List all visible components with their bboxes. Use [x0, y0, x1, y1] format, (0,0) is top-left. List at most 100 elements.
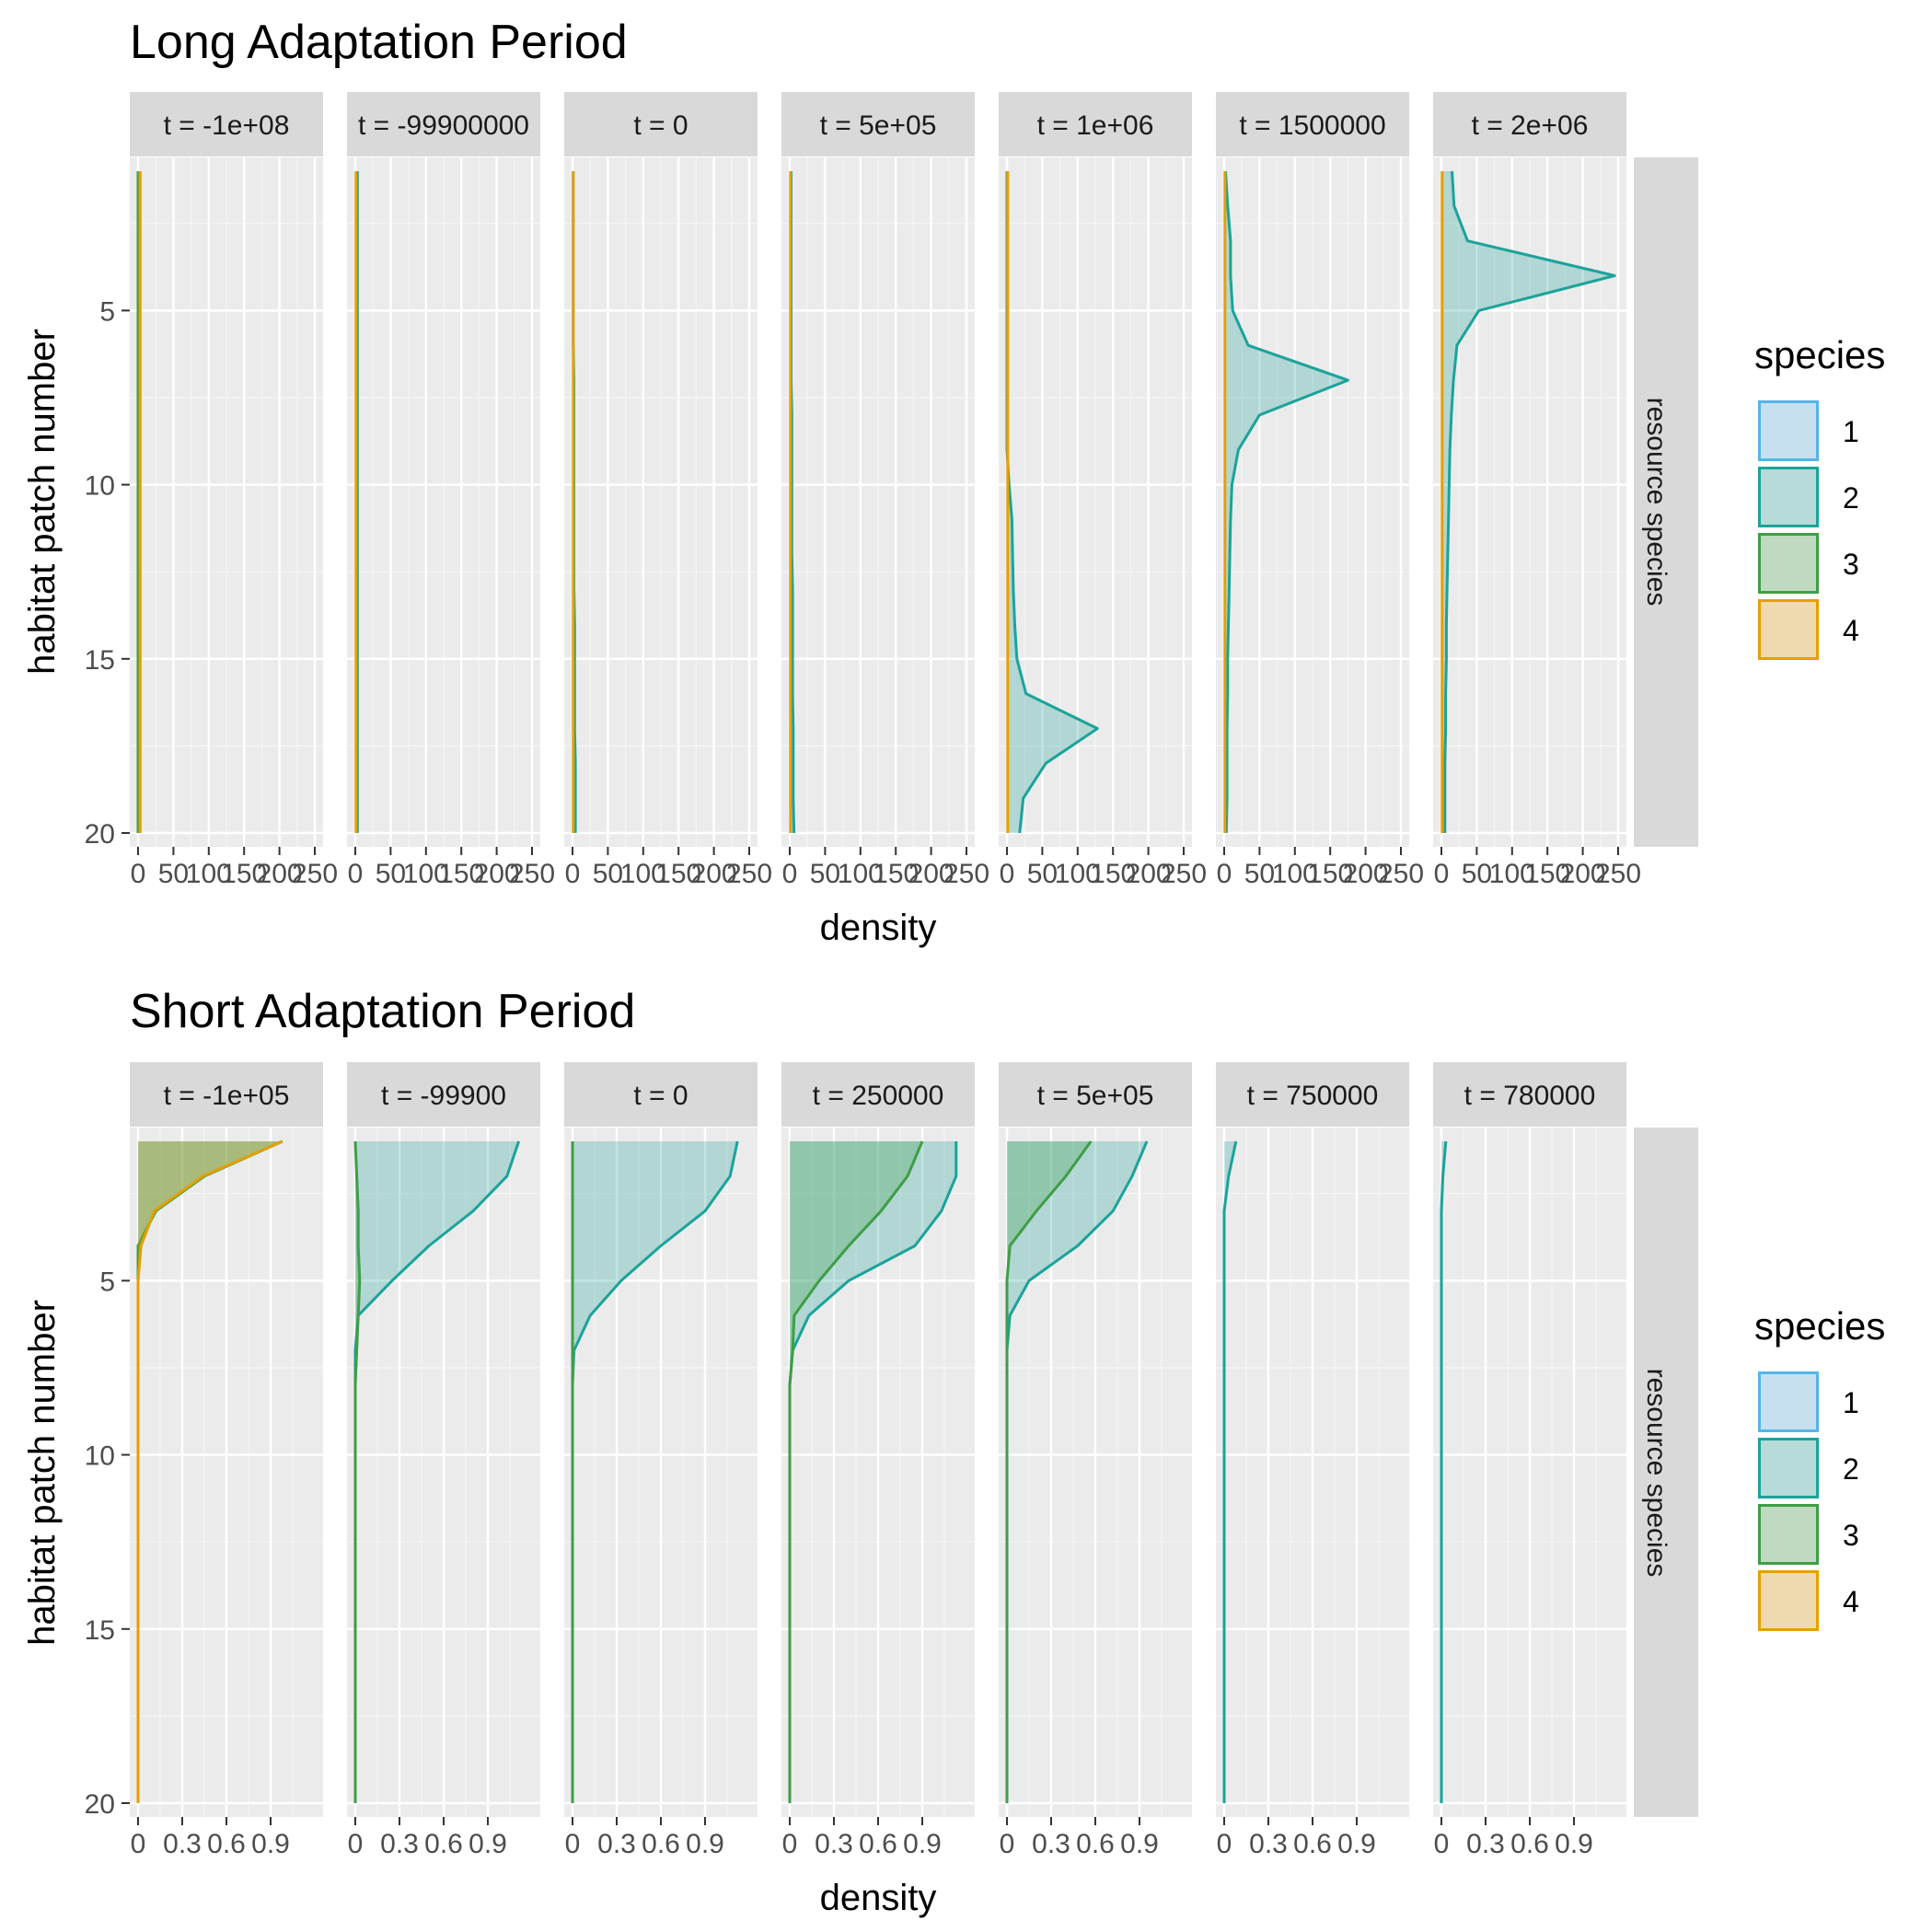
- long-y-ticks: 5 10 15 20: [85, 296, 130, 850]
- x-tick-label: 0.6: [424, 1829, 463, 1859]
- legend-label: 2: [1843, 1452, 1859, 1486]
- legend-key-background: [1758, 467, 1819, 527]
- long-chart-title: Long Adaptation Period: [130, 16, 628, 69]
- species-2-area: [1007, 171, 1098, 833]
- x-tick-label: 0.3: [1032, 1829, 1070, 1859]
- long-y-axis-label: habitat patch number: [22, 329, 63, 675]
- legend-key-species-1: [1758, 400, 1819, 461]
- facet-strip-label: t = 250000: [813, 1081, 944, 1111]
- facet-strip: [1216, 1062, 1409, 1127]
- x-tick-label: 100: [186, 859, 232, 889]
- legend-key-species-3: [1758, 1504, 1819, 1565]
- x-tick-label: 150: [1090, 859, 1136, 889]
- species-3-line: [1005, 1140, 1093, 1803]
- x-tick-label: 150: [221, 859, 267, 889]
- x-tick-label: 50: [376, 859, 406, 889]
- x-tick-label: 100: [1272, 859, 1318, 889]
- x-tick-label: 0.3: [597, 1829, 636, 1859]
- species-2-line: [1440, 1140, 1448, 1803]
- facet-strip: [999, 92, 1192, 156]
- species-2-line: [1222, 1140, 1238, 1803]
- facet-panel: t = 750000 0 0.3 0.6 0.9: [1216, 1062, 1409, 1859]
- x-tick-label: 0.3: [163, 1829, 202, 1859]
- x-tick-label: 100: [403, 859, 449, 889]
- x-tick-label: 0.3: [380, 1829, 419, 1859]
- facet-strip-label: t = 0: [633, 110, 688, 141]
- x-tick-label: 200: [908, 859, 954, 889]
- x-tick-label: 50: [1027, 859, 1058, 889]
- facet-strip-label: t = 780000: [1464, 1081, 1596, 1111]
- x-tick-label: 0.9: [1120, 1829, 1159, 1859]
- x-tick-label: 200: [257, 859, 303, 889]
- x-tick-label: 150: [873, 859, 919, 889]
- y-tick-label: 15: [85, 645, 115, 676]
- x-tick-label: 0: [348, 859, 364, 889]
- x-tick-label: 0: [1434, 1829, 1450, 1859]
- facet-strip: [347, 92, 540, 156]
- legend-key-species-4: [1758, 1570, 1819, 1631]
- x-tick-label: 250: [726, 859, 772, 889]
- x-tick-label: 50: [810, 859, 840, 889]
- legend-label: 2: [1843, 481, 1859, 515]
- long-row-strip: [1634, 157, 1698, 847]
- short-adaptation-block: Short Adaptation Period t = -1e+050 0.3 0.…: [22, 985, 1885, 1918]
- facet-panel: t = -1e+05 0 0.3 0.6 0.9: [130, 1062, 323, 1859]
- legend-key-background: [1758, 599, 1819, 660]
- legend-key-background: [1758, 1570, 1819, 1631]
- x-tick-label: 50: [1244, 859, 1275, 889]
- legend-key-species-2: [1758, 1438, 1819, 1498]
- long-row-strip-label: resource species: [1641, 398, 1672, 607]
- x-tick-label: 150: [1524, 859, 1570, 889]
- legend-key-background: [1758, 1438, 1819, 1498]
- short-x-axis-label: density: [820, 1878, 937, 1918]
- facet-strip: [781, 92, 975, 156]
- x-tick-label: 0.3: [815, 1829, 853, 1859]
- facet-panel: t = 5e+05 0 0.3 0.6 0.9: [999, 1062, 1192, 1859]
- facet-strip-label: t = 1e+06: [1037, 110, 1154, 141]
- y-tick-label: 5: [99, 1267, 115, 1297]
- facet-strip: [564, 1062, 758, 1127]
- x-tick-label: 0.9: [469, 1829, 507, 1859]
- x-tick-label: 250: [509, 859, 555, 889]
- x-tick-label: 0: [131, 1829, 146, 1859]
- y-tick-label: 5: [99, 296, 115, 327]
- x-tick-label: 0: [1217, 1829, 1232, 1859]
- species-2-area: [355, 1141, 519, 1803]
- x-tick-label: 0.6: [207, 1829, 246, 1859]
- x-tick-label: 150: [1307, 859, 1353, 889]
- legend-key-background: [1758, 400, 1819, 461]
- facet-strip-label: t = 1500000: [1239, 110, 1385, 141]
- legend-label: 1: [1843, 1386, 1859, 1419]
- x-tick-label: 200: [1126, 859, 1172, 889]
- legend-key-species-3: [1758, 533, 1819, 594]
- facet-strip: [1433, 1062, 1626, 1127]
- x-tick-label: 0: [1000, 859, 1015, 889]
- facet-panel: t = 250000 0 0.3 0.6 0.9: [781, 1062, 975, 1859]
- x-tick-label: 0: [131, 859, 146, 889]
- y-tick-label: 20: [85, 819, 115, 850]
- x-tick-label: 0.9: [251, 1829, 290, 1859]
- legend-label: 1: [1843, 415, 1859, 448]
- y-tick-label: 10: [85, 1441, 115, 1472]
- short-row-strip: [1634, 1128, 1698, 1817]
- x-tick-label: 150: [655, 859, 701, 889]
- species-3-area: [138, 1141, 283, 1803]
- x-tick-label: 0.6: [1293, 1829, 1332, 1859]
- x-tick-label: 0.3: [1466, 1829, 1505, 1859]
- x-tick-label: 0.9: [686, 1829, 724, 1859]
- species-2-area: [1441, 171, 1615, 833]
- long-adaptation-block: Long Adaptation Period t = -1e+080 501001…: [22, 16, 1885, 948]
- x-tick-label: 250: [1378, 859, 1424, 889]
- x-tick-label: 50: [158, 859, 189, 889]
- x-tick-label: 0.6: [1076, 1829, 1115, 1859]
- y-tick-label: 15: [85, 1615, 115, 1646]
- short-y-axis-label: habitat patch number: [22, 1300, 63, 1646]
- x-tick-label: 0: [1434, 859, 1450, 889]
- x-tick-label: 100: [838, 859, 884, 889]
- facet-panel: t = 0 0 0.3 0.6 0.9: [564, 1062, 758, 1859]
- x-tick-label: 0.6: [642, 1829, 680, 1859]
